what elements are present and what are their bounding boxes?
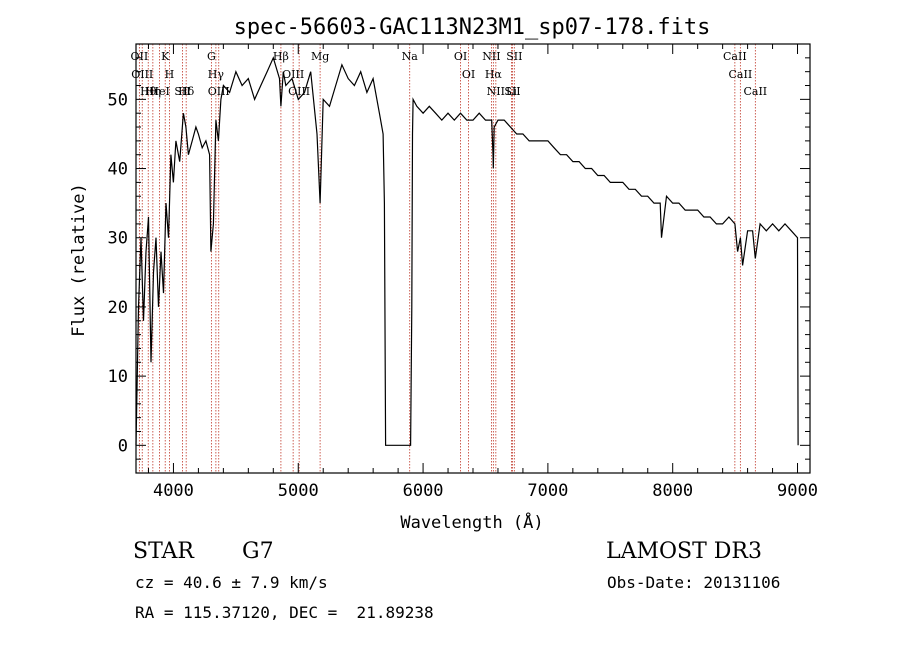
x-tick-label: 4000	[153, 481, 194, 501]
line-marker-label: Hθ	[140, 85, 157, 98]
line-marker-label: NII	[482, 50, 500, 63]
redshift-readout: cz = 40.6 ± 7.9 km/s	[135, 573, 328, 592]
x-axis-label: Wavelength (Å)	[400, 511, 543, 533]
line-marker-label: Hδ	[178, 85, 195, 98]
line-marker-label: OI	[462, 68, 475, 81]
y-tick-label: 40	[108, 160, 128, 180]
axes: 4000 5000 6000 7000 8000 9000 0 10 20 30 40 50	[108, 43, 818, 501]
line-marker-labels: OIIOIIIHθHηHeIKHSIIHδGHγOIIIHβOIIIOIIIMg…	[131, 50, 768, 98]
y-tick-label: 30	[108, 229, 128, 249]
flux-series-line	[135, 56, 799, 446]
line-marker-label: CaII	[743, 85, 767, 98]
obs-date: Obs-Date: 20131106	[607, 573, 781, 592]
x-tick-label: 7000	[527, 481, 568, 501]
line-marker-label: SII	[504, 85, 520, 98]
x-tick-label: 5000	[278, 481, 319, 501]
line-marker-label: G	[207, 50, 216, 63]
line-marker-label: Hη	[145, 85, 161, 98]
line-marker-label: Mg	[311, 50, 329, 63]
subclass: G7	[242, 539, 274, 564]
line-marker-label: Na	[402, 50, 419, 63]
line-marker-label: Hγ	[208, 68, 225, 81]
line-marker-label: OIII	[131, 68, 153, 81]
chart-title: spec-56603-GAC113N23M1_sp07-178.fits	[234, 15, 711, 40]
line-marker-label: NII	[487, 85, 505, 98]
line-marker-label: K	[161, 50, 170, 63]
y-axis-label: Flux (relative)	[69, 183, 89, 337]
x-tick-label: 9000	[777, 481, 818, 501]
survey-name: LAMOST DR3	[606, 539, 762, 564]
coordinates: RA = 115.37120, DEC = 21.89238	[135, 603, 434, 622]
y-tick-label: 50	[108, 90, 128, 110]
object-class: STAR	[133, 539, 194, 564]
line-marker-label: Hβ	[273, 50, 289, 63]
y-tick-label: 20	[108, 298, 128, 318]
y-tick-label: 10	[108, 367, 128, 387]
line-marker-label: Li	[506, 85, 517, 98]
line-marker-label: SII	[506, 50, 522, 63]
plot-frame	[135, 43, 811, 474]
line-marker-label: HeI	[149, 85, 169, 98]
x-tick-label: 8000	[652, 481, 693, 501]
line-marker-label: OIII	[282, 68, 304, 81]
x-tick-label: 6000	[403, 481, 444, 501]
line-marker-label: CaII	[723, 50, 747, 63]
line-marker-label: OI	[454, 50, 467, 63]
line-marker-label: OII	[131, 50, 149, 63]
line-marker-label: H	[165, 68, 175, 81]
y-tick-label: 0	[118, 436, 128, 456]
line-marker-label: Hα	[485, 68, 503, 81]
line-marker-label: CaII	[729, 68, 753, 81]
line-marker-label: SII	[174, 85, 190, 98]
line-marker-label: OIII	[288, 85, 310, 98]
line-markers	[138, 44, 756, 473]
line-marker-label: OIII	[208, 85, 230, 98]
